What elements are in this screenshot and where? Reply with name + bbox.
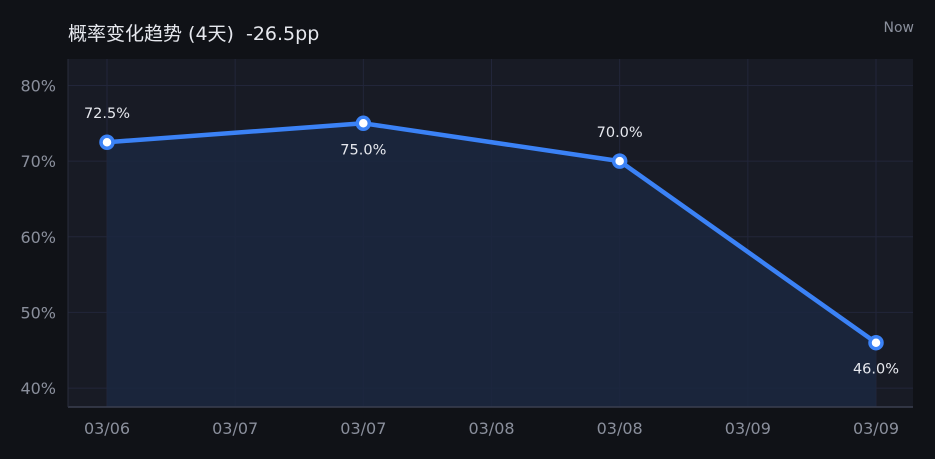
data-label: 72.5% (84, 106, 130, 122)
y-tick-label: 80% (20, 76, 56, 95)
data-points (99, 115, 884, 351)
data-label: 46.0% (853, 362, 899, 378)
y-tick-label: 60% (20, 228, 56, 247)
x-tick-label: 03/09 (853, 419, 899, 438)
y-tick-label: 70% (20, 152, 56, 171)
x-tick-labels: 03/06 03/07 03/07 03/08 03/08 03/09 03/09 (84, 419, 899, 438)
data-point (99, 134, 115, 150)
y-tick-label: 40% (20, 379, 56, 398)
change-value: -26.5pp (245, 23, 320, 45)
series-area (107, 123, 876, 407)
data-labels: 72.5% 75.0% 70.0% 46.0% (84, 106, 899, 377)
x-tick-label: 03/07 (340, 419, 386, 438)
chart-title: 概率变化趋势 (4天) -26.5pp (68, 19, 319, 46)
now-label: Now (883, 20, 915, 36)
x-tick-label: 03/06 (84, 419, 130, 438)
data-label: 75.0% (340, 142, 386, 158)
data-point (355, 115, 372, 132)
data-label: 70.0% (597, 125, 643, 141)
series-line (104, 121, 879, 345)
x-tick-label: 03/07 (212, 419, 258, 438)
chart-title-text: 概率变化趋势 (4天) (68, 23, 234, 45)
y-tick-label: 50% (20, 303, 56, 322)
y-tick-labels: 80% 70% 60% 50% 40% (20, 76, 56, 398)
data-point (868, 334, 884, 351)
x-tick-label: 03/08 (597, 419, 643, 438)
x-tick-label: 03/09 (725, 419, 771, 438)
data-point (611, 153, 628, 169)
x-tick-label: 03/08 (468, 419, 514, 438)
